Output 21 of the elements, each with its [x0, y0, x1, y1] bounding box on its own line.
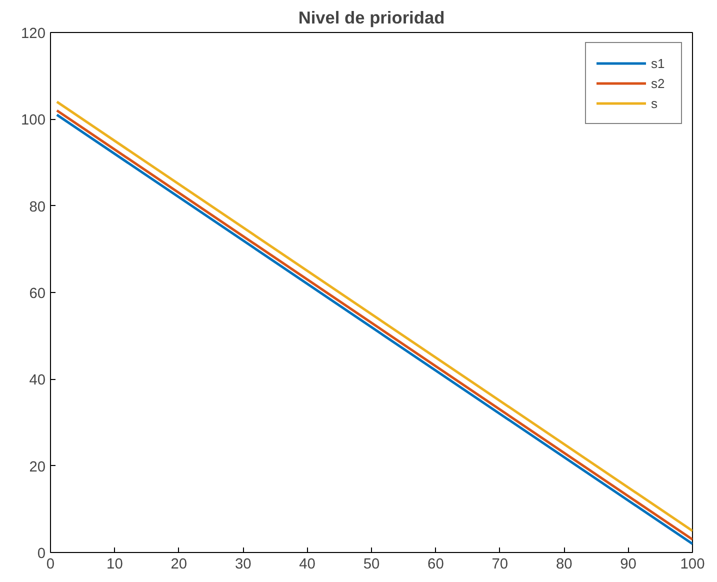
x-tick-label: 60: [428, 556, 444, 572]
legend-label: s2: [651, 76, 666, 90]
y-tick-label: 20: [29, 459, 46, 476]
x-tick-label: 80: [556, 556, 572, 572]
x-tick-label: 10: [106, 556, 123, 572]
chart-title: Nivel de prioridad: [298, 8, 445, 28]
y-tick-label: 100: [21, 112, 46, 129]
x-tick-label: 30: [234, 556, 252, 572]
y-tick-label: 120: [21, 26, 46, 42]
x-tick-label: 100: [680, 556, 705, 572]
x-tick-label: 70: [492, 556, 508, 572]
legend-label: s1: [651, 56, 666, 70]
x-tick-label: 50: [363, 556, 380, 572]
y-tick-label: 40: [29, 372, 46, 389]
legend-label: s: [651, 96, 658, 110]
x-tick-label: 90: [620, 556, 636, 572]
y-tick-label: 60: [29, 286, 46, 302]
x-tick-label: 20: [170, 556, 188, 572]
y-tick-label: 0: [37, 546, 46, 562]
x-tick-label: 40: [299, 556, 316, 572]
y-tick-label: 80: [29, 199, 46, 216]
